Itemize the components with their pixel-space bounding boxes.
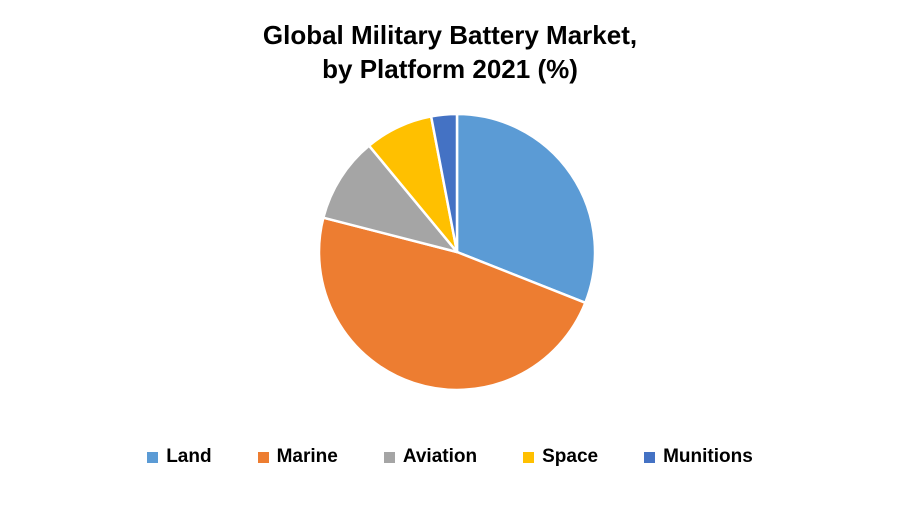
legend-swatch-space — [523, 451, 535, 463]
legend-label-munitions: Munitions — [663, 446, 753, 467]
legend-swatch-land — [147, 451, 159, 463]
legend-swatch-marine — [257, 451, 269, 463]
legend-label-marine: Marine — [276, 446, 338, 467]
legend-item-munitions: Munitions — [644, 446, 753, 468]
chart-title-line-2: by Platform 2021 (%) — [322, 54, 578, 84]
chart-title-line-1: Global Military Battery Market, — [262, 20, 638, 50]
pie-slice-munitions — [429, 112, 459, 254]
legend-item-marine: Marine — [257, 446, 338, 468]
pie-slice-aviation — [322, 144, 459, 254]
legend-label-space: Space — [542, 446, 599, 467]
legend-item-aviation: Aviation — [383, 446, 478, 468]
pie-slice-marine — [317, 216, 587, 392]
legend-label-aviation: Aviation — [402, 446, 478, 467]
pie-slice-land — [455, 112, 597, 305]
legend-label-land: Land — [166, 446, 212, 467]
chart-title: Global Military Battery Market, by Platf… — [0, 18, 900, 86]
legend-item-land: Land — [147, 446, 212, 468]
legend-swatch-aviation — [383, 451, 395, 463]
legend-item-space: Space — [523, 446, 598, 468]
chart-legend: Land Marine Aviation Space Munitions — [0, 446, 900, 468]
legend-swatch-munitions — [644, 451, 656, 463]
